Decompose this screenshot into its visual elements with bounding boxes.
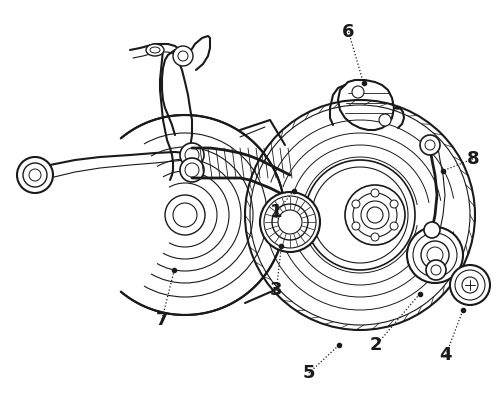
Circle shape [29,169,41,181]
Circle shape [426,260,446,280]
Text: 2: 2 [370,336,382,355]
Text: 4: 4 [439,346,452,364]
Circle shape [462,277,478,293]
Circle shape [371,233,379,241]
Circle shape [450,265,490,305]
Text: 8: 8 [467,150,480,168]
Circle shape [420,135,440,155]
Circle shape [352,222,360,230]
Circle shape [180,158,204,182]
Circle shape [260,192,320,252]
Circle shape [390,200,398,208]
Text: 7: 7 [155,310,168,329]
Circle shape [352,86,364,98]
Text: 1: 1 [270,203,283,222]
Circle shape [424,222,440,238]
Circle shape [345,185,405,245]
Circle shape [17,157,53,193]
Ellipse shape [146,44,164,56]
Circle shape [361,201,389,229]
Circle shape [407,227,463,283]
Text: 6: 6 [342,23,355,41]
Circle shape [352,200,360,208]
Circle shape [390,222,398,230]
Circle shape [379,114,391,126]
Circle shape [180,143,204,167]
Text: 3: 3 [270,281,283,299]
Circle shape [173,46,193,66]
Circle shape [421,241,449,269]
Circle shape [371,189,379,197]
Circle shape [272,204,308,240]
Text: 5: 5 [302,364,315,382]
Circle shape [173,203,197,227]
